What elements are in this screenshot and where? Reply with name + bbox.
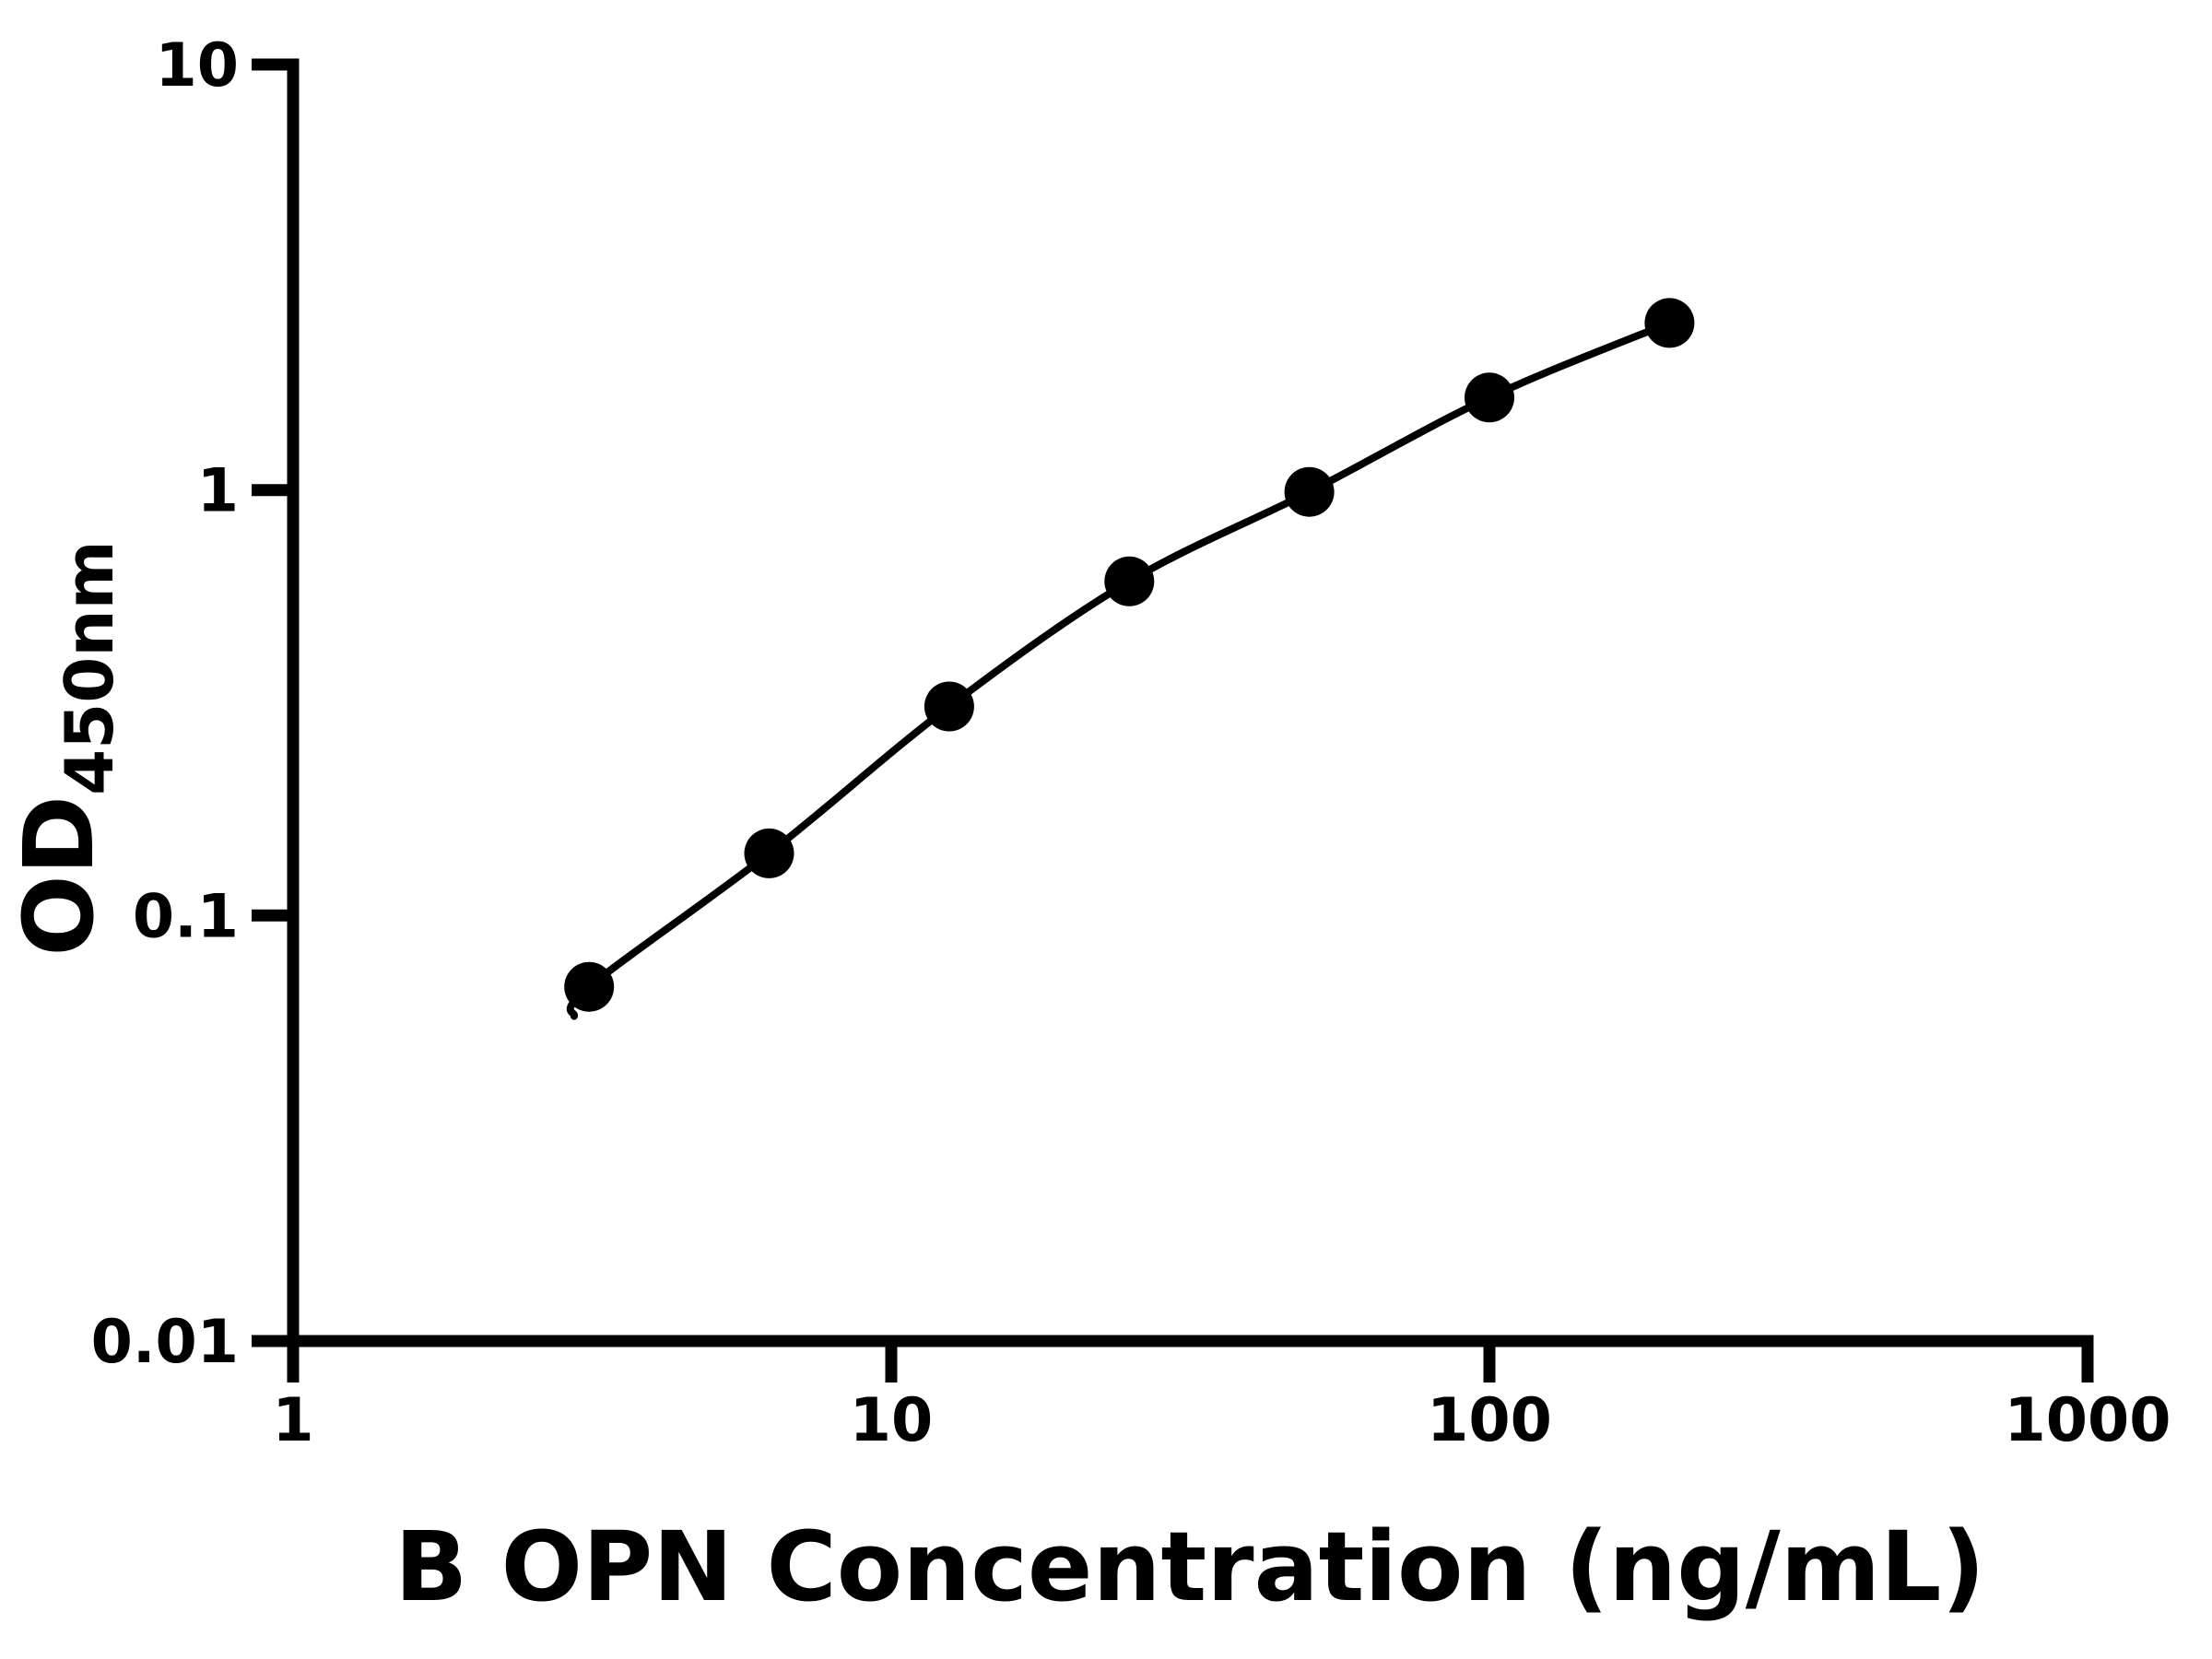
axes-group (252, 58, 2094, 1382)
data-point (1284, 466, 1335, 517)
y-tick-label: 0.1 (133, 882, 239, 951)
tick-labels-group: 0.01 0.1 1 10 1 10 100 1000 (91, 31, 2171, 1455)
y-tick-label: 0.01 (91, 1308, 239, 1377)
fit-curve (566, 319, 1674, 1020)
y-tick-label: 1 (197, 457, 239, 526)
y-axis-title: OD450nm (3, 540, 128, 956)
data-point (564, 961, 615, 1012)
x-axis-title: B OPN Concentration (ng/mL) (394, 1511, 1985, 1623)
series-group (564, 298, 1695, 1020)
y-axis-title-main: OD (3, 795, 115, 957)
y-axis-title-sub: 450nm (51, 540, 128, 795)
data-point (924, 681, 974, 732)
x-tick-label: 100 (1427, 1386, 1552, 1455)
x-tick-label: 1 (272, 1386, 313, 1455)
y-tick-label: 10 (156, 31, 239, 100)
x-tick-label: 10 (850, 1386, 933, 1455)
data-point (1104, 556, 1155, 606)
data-point (1644, 298, 1695, 348)
data-point (1465, 372, 1514, 423)
x-tick-label: 1000 (2005, 1386, 2171, 1455)
data-point (744, 828, 794, 878)
